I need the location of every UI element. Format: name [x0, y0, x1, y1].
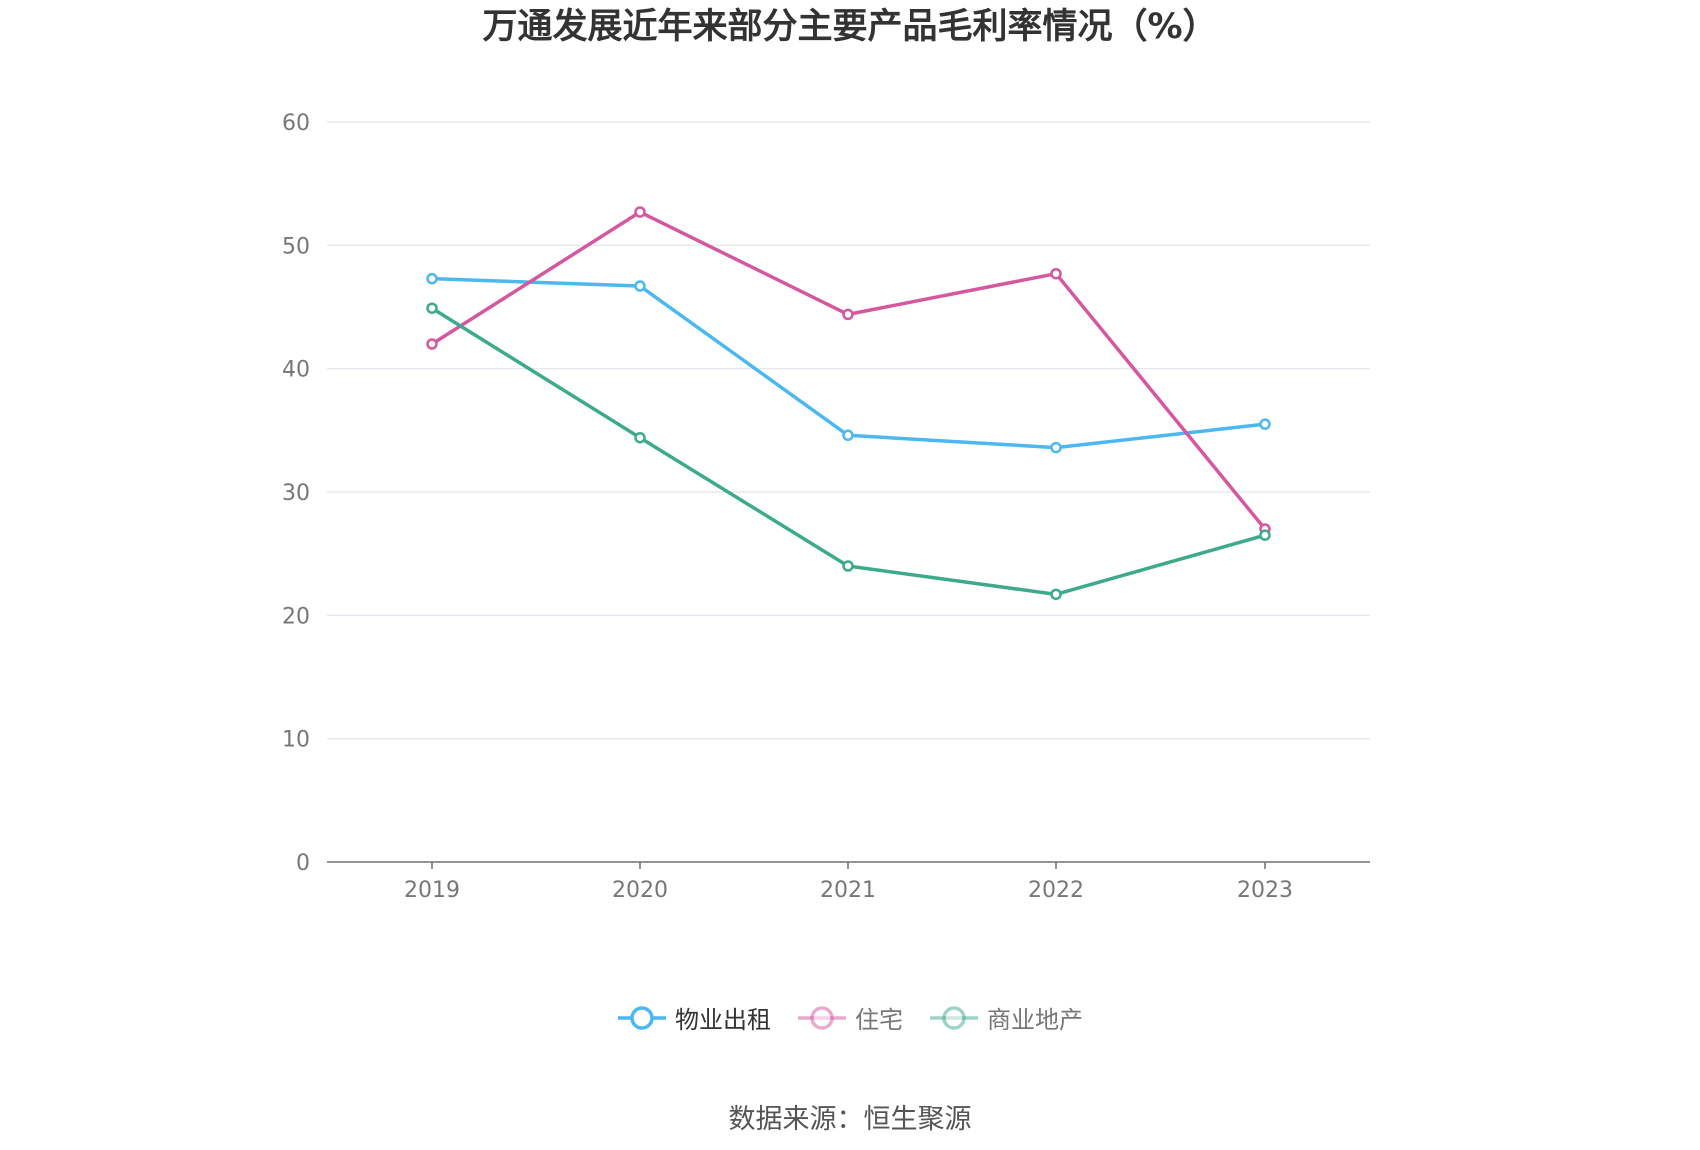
- y-tick-label: 30: [282, 481, 310, 506]
- data-point[interactable]: [1050, 267, 1062, 280]
- series-line: [431, 276, 1266, 450]
- data-point[interactable]: [1050, 441, 1062, 454]
- y-tick-label: 0: [296, 851, 310, 876]
- x-tick-label: 2023: [1237, 878, 1293, 903]
- series-lines: [431, 210, 1267, 597]
- source-note: 数据来源：恒生聚源: [728, 1104, 972, 1135]
- y-tick-label: 50: [282, 234, 310, 259]
- data-point[interactable]: [1259, 529, 1271, 541]
- legend-label: 物业出租: [675, 1006, 771, 1034]
- x-tick-label: 2020: [612, 878, 668, 903]
- y-tick-label: 40: [282, 358, 310, 383]
- data-points: [426, 206, 1271, 601]
- legend-item[interactable]: 商业地产: [929, 1000, 1083, 1035]
- legend-item[interactable]: 物业出租: [617, 1000, 771, 1035]
- data-point[interactable]: [426, 272, 438, 285]
- axes: 0 10 20 30 40 50 60 2019 2020 2021 2022 2023: [282, 111, 1370, 903]
- legend-label: 商业地产: [987, 1006, 1083, 1034]
- legend-line-circle-icon: [618, 1005, 666, 1030]
- data-point[interactable]: [634, 431, 646, 444]
- data-point[interactable]: [426, 302, 438, 314]
- y-tick-label: 60: [282, 111, 310, 136]
- y-tick-label: 20: [282, 604, 310, 629]
- legend-item[interactable]: 住宅: [797, 1000, 903, 1035]
- x-tick-label: 2022: [1028, 878, 1084, 903]
- legend-label: 住宅: [855, 1006, 903, 1034]
- x-tick-label: 2019: [404, 878, 460, 903]
- data-point[interactable]: [1259, 418, 1271, 430]
- legend-line-circle-icon: [798, 1005, 846, 1030]
- x-tick-label: 2021: [820, 878, 876, 903]
- data-point[interactable]: [1050, 588, 1062, 601]
- data-point[interactable]: [426, 338, 438, 350]
- data-point[interactable]: [842, 560, 854, 572]
- data-point[interactable]: [634, 206, 646, 218]
- series-line: [431, 306, 1266, 597]
- y-tick-label: 10: [282, 728, 310, 753]
- grid-lines: [327, 121, 1370, 740]
- series-line: [431, 210, 1267, 531]
- legend: 物业出租 住宅 商业地产: [0, 1000, 1700, 1035]
- chart-title: 万通发展近年来部分主要产品毛利率情况（%）: [482, 7, 1218, 47]
- legend-line-circle-icon: [930, 1005, 978, 1030]
- data-point[interactable]: [842, 308, 854, 321]
- data-point[interactable]: [842, 429, 854, 442]
- data-point[interactable]: [634, 280, 646, 292]
